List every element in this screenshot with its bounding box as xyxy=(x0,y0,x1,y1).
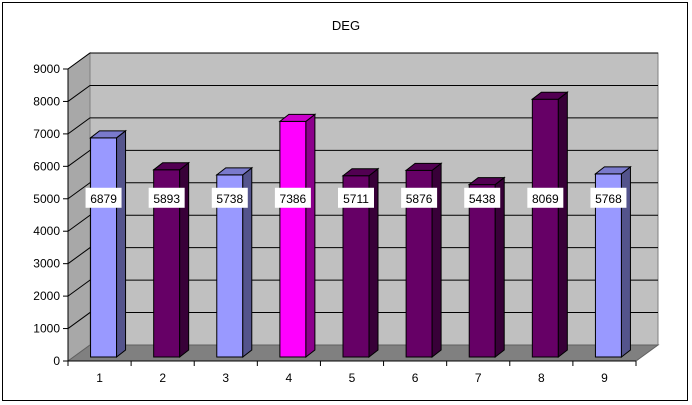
bar-top xyxy=(341,168,380,177)
data-label-box xyxy=(338,187,374,208)
gridline xyxy=(67,149,658,167)
data-label-box xyxy=(401,187,438,208)
data-label: 5876 xyxy=(406,192,433,206)
gridline xyxy=(67,279,658,297)
bar-top xyxy=(89,130,128,139)
gridline xyxy=(67,312,658,329)
gridline xyxy=(67,182,658,200)
bar xyxy=(530,91,569,359)
y-tick-label: 7000 xyxy=(33,127,60,141)
bar-front xyxy=(279,120,307,358)
bar-top xyxy=(404,162,443,171)
y-tick-label: 2000 xyxy=(33,289,60,303)
data-label: 5893 xyxy=(153,192,180,206)
x-tick-label: 7 xyxy=(475,371,482,385)
y-tick-label: 0 xyxy=(53,354,60,368)
data-label-box xyxy=(464,187,501,208)
bar xyxy=(89,129,128,359)
y-tick-label: 3000 xyxy=(33,257,60,271)
bar xyxy=(278,113,317,359)
data-label-box xyxy=(211,187,248,208)
x-axis-ticks: 1 2 3 4 5 6 7 8 9 xyxy=(67,361,637,385)
bar-top xyxy=(530,91,569,100)
gridline xyxy=(67,52,658,70)
data-label-box xyxy=(590,187,627,208)
axes xyxy=(67,69,636,362)
y-tick-label: 8000 xyxy=(33,94,60,108)
bar-top xyxy=(593,166,632,175)
gridline xyxy=(67,117,658,135)
data-label: 7386 xyxy=(280,192,307,206)
x-tick-label: 5 xyxy=(349,371,356,385)
x-tick-label: 4 xyxy=(286,371,293,385)
chart-title: DEG xyxy=(332,18,360,33)
data-label: 5711 xyxy=(343,192,369,206)
bar-side xyxy=(305,113,316,359)
bar-front xyxy=(90,137,118,358)
y-tick-label: 5000 xyxy=(33,192,60,206)
data-label-box xyxy=(274,187,311,208)
x-tick-label: 1 xyxy=(96,371,103,385)
data-label-box xyxy=(148,187,185,208)
bar-top xyxy=(152,162,191,171)
y-tick-label: 9000 xyxy=(33,62,60,76)
data-label: 5438 xyxy=(469,192,496,206)
data-label: 5738 xyxy=(216,192,243,206)
data-label-box xyxy=(85,187,122,208)
bar xyxy=(467,176,506,359)
bar-top xyxy=(467,177,506,186)
bar-front xyxy=(531,98,559,358)
x-tick-label: 6 xyxy=(412,371,419,385)
x-tick-label: 2 xyxy=(159,371,166,385)
data-labels: 6879 5893 5738 7386 5711 5876 5438 8069 5768 xyxy=(85,187,627,208)
bar-side xyxy=(557,91,568,359)
y-axis-ticks: 0 1000 2000 3000 4000 5000 6000 7000 8000 9000 xyxy=(33,62,68,368)
y-tick-label: 6000 xyxy=(33,159,60,173)
x-tick-label: 3 xyxy=(222,371,229,385)
data-label: 6879 xyxy=(90,192,117,206)
x-tick-label: 8 xyxy=(538,371,545,385)
y-tick-label: 4000 xyxy=(33,224,60,238)
data-label-box xyxy=(527,187,564,208)
bar-top xyxy=(215,167,254,176)
gridline xyxy=(67,84,658,102)
x-tick-label: 9 xyxy=(601,371,608,385)
bar-front xyxy=(468,184,496,358)
bar-top xyxy=(278,113,317,122)
gridlines xyxy=(67,52,658,329)
data-label: 5768 xyxy=(595,192,622,206)
y-tick-label: 1000 xyxy=(33,322,60,336)
gridline xyxy=(67,247,658,265)
data-label: 8069 xyxy=(532,192,559,206)
gridline xyxy=(67,214,658,232)
bar-side xyxy=(116,129,127,359)
